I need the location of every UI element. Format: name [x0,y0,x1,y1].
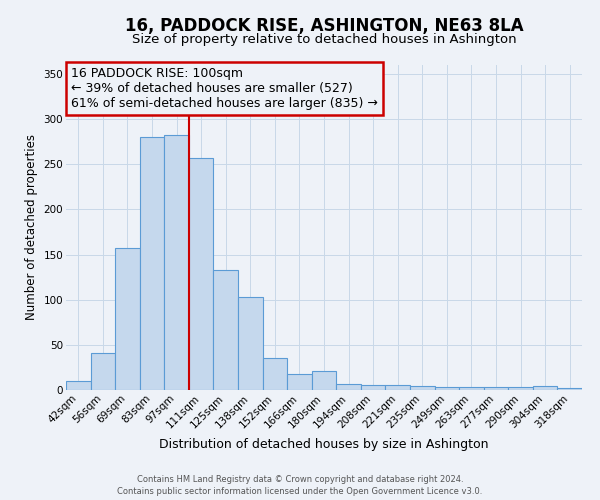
Title: 16, PADDOCK RISE, ASHINGTON, NE63 8LA
Size of property relative to detached hous: 16, PADDOCK RISE, ASHINGTON, NE63 8LA Si… [0,499,1,500]
Bar [361,384,385,390]
Bar [263,358,287,390]
Bar [508,388,533,390]
Bar [557,388,582,390]
Bar [533,386,557,390]
Bar [115,248,140,390]
Text: 16, PADDOCK RISE, ASHINGTON, NE63 8LA: 16, PADDOCK RISE, ASHINGTON, NE63 8LA [125,18,523,36]
Bar [214,270,238,390]
Y-axis label: Number of detached properties: Number of detached properties [25,134,38,320]
Text: Contains HM Land Registry data © Crown copyright and database right 2024.
Contai: Contains HM Land Registry data © Crown c… [118,474,482,496]
Bar [459,388,484,390]
Text: Size of property relative to detached houses in Ashington: Size of property relative to detached ho… [131,32,517,46]
Bar [312,371,336,390]
Bar [410,386,434,390]
Bar [385,386,410,390]
Bar [336,384,361,390]
Bar [287,374,312,390]
Bar [66,381,91,390]
Bar [238,297,263,390]
X-axis label: Distribution of detached houses by size in Ashington: Distribution of detached houses by size … [159,438,489,451]
Bar [189,158,214,390]
Bar [434,388,459,390]
Bar [140,137,164,390]
Bar [484,388,508,390]
Text: 16 PADDOCK RISE: 100sqm
← 39% of detached houses are smaller (527)
61% of semi-d: 16 PADDOCK RISE: 100sqm ← 39% of detache… [71,66,378,110]
Bar [164,134,189,390]
Bar [91,353,115,390]
